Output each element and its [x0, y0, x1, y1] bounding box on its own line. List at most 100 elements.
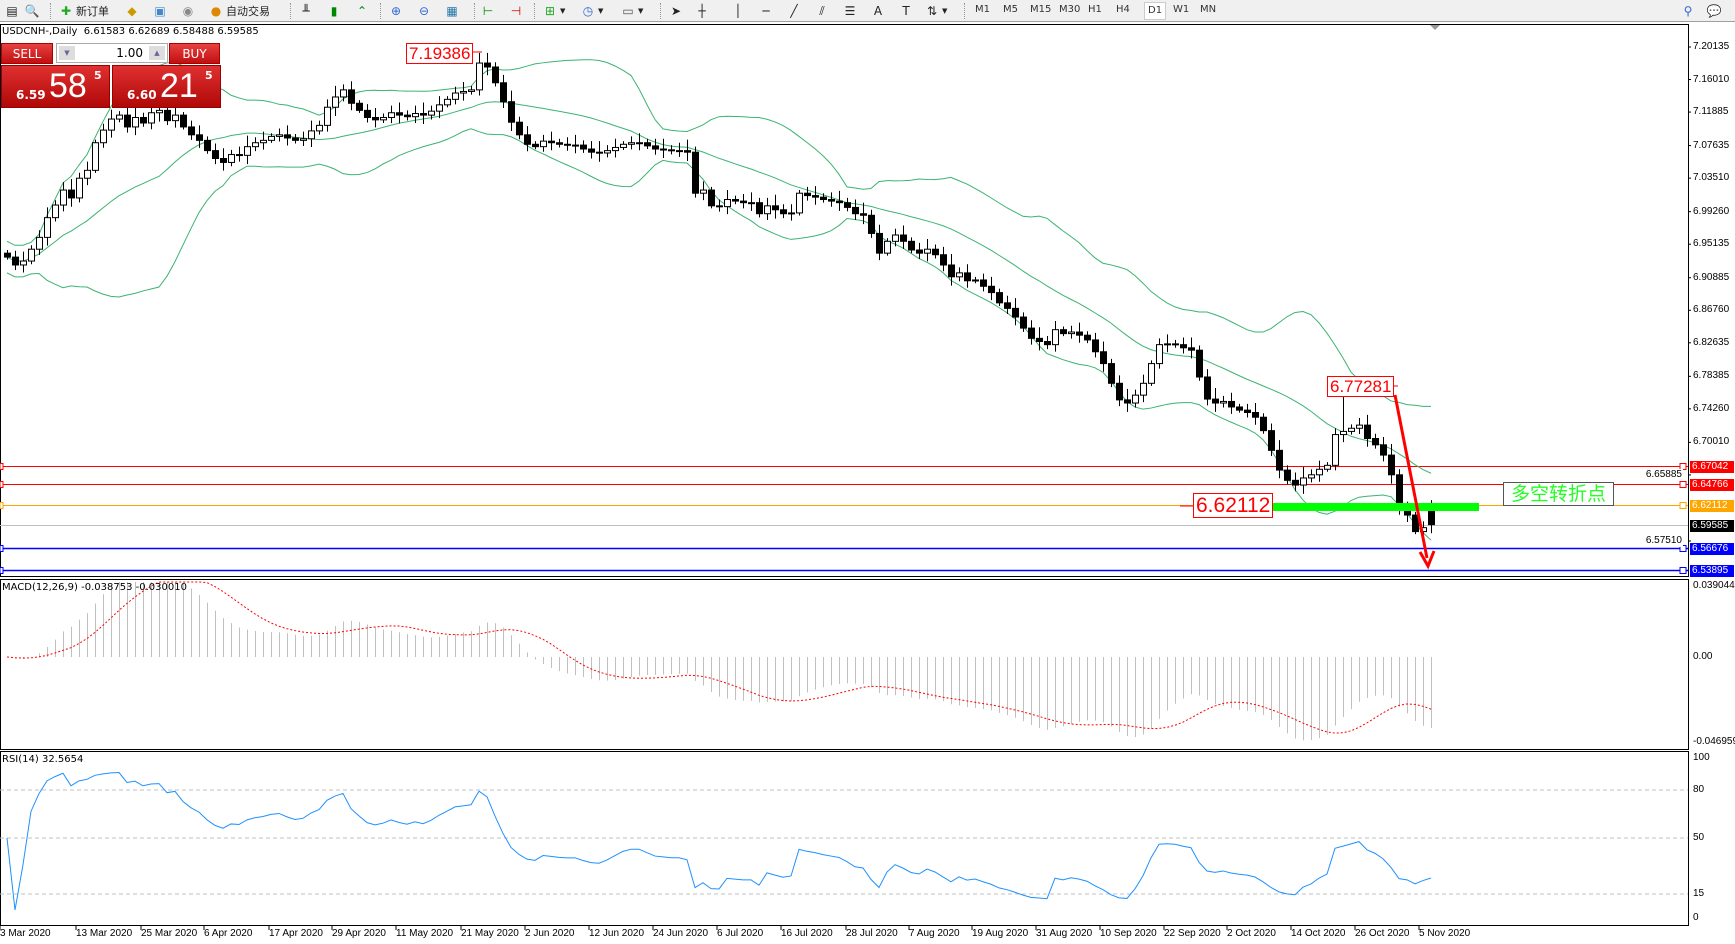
zoom-in-button[interactable]: ⊕ — [388, 2, 404, 20]
fibonacci-button[interactable]: ☰ — [842, 2, 858, 20]
candle — [1116, 375, 1123, 407]
timeframe-d1[interactable]: D1 — [1144, 2, 1167, 20]
text-button[interactable]: A — [870, 2, 886, 20]
candle-body — [1268, 430, 1275, 451]
candle — [932, 244, 939, 259]
history-button[interactable]: ◆ — [124, 2, 140, 20]
crosshair-button[interactable]: ┼ — [694, 2, 710, 20]
level-handle-icon — [1679, 545, 1687, 552]
candle — [132, 107, 139, 136]
lot-decrease-icon[interactable]: ▼ — [59, 46, 75, 60]
sell-price-button[interactable]: 6.59 58 5 — [1, 65, 110, 108]
candle-body — [964, 272, 971, 282]
timeframe-m1[interactable]: M1 — [975, 4, 990, 15]
line-chart-button[interactable]: ⌃ — [354, 2, 370, 20]
candle — [316, 120, 323, 135]
timeframe-mn[interactable]: MN — [1200, 4, 1217, 15]
chat-button[interactable]: 💬 — [1706, 2, 1722, 20]
candle — [836, 190, 843, 211]
candle-body — [604, 150, 611, 154]
arrows-button[interactable]: ⇅ ▼ — [924, 2, 947, 20]
pivot-text-label[interactable]: 多空转折点 — [1503, 482, 1614, 506]
candles — [4, 52, 1435, 537]
date-tick-label: 5 Nov 2020 — [1419, 928, 1471, 939]
candle-body — [20, 260, 27, 266]
toolbar-divider — [660, 3, 661, 19]
vertical-line-icon: │ — [734, 4, 742, 18]
date-tick-label: 19 Aug 2020 — [972, 928, 1029, 939]
lot-value[interactable]: 1.00 — [116, 46, 143, 60]
tile-windows-button[interactable]: ▦ — [444, 2, 460, 20]
timeframe-h1[interactable]: H1 — [1088, 4, 1102, 15]
price-tick-label: 6.78385 — [1693, 370, 1730, 382]
candle-body — [316, 124, 323, 132]
candle — [996, 288, 1003, 307]
candle-body — [940, 254, 947, 266]
cursor-button[interactable]: ➤ — [668, 2, 684, 20]
high-price-label[interactable]: 7.19386 — [406, 43, 474, 64]
indicators-button[interactable]: ⊞ ▼ — [542, 2, 565, 20]
candle — [36, 230, 43, 255]
terminal-button[interactable]: ▣ — [152, 2, 168, 20]
candle — [476, 52, 483, 96]
candle-body — [492, 66, 499, 84]
signals-button[interactable]: ◉ — [180, 2, 196, 20]
timeframe-m15[interactable]: M15 — [1030, 4, 1052, 15]
candle-body — [556, 142, 563, 145]
candlestick-button[interactable]: ▮ — [326, 2, 342, 20]
autoscroll-button[interactable]: ⊣ — [508, 2, 524, 20]
date-tick-label: 13 Mar 2020 — [76, 928, 133, 939]
candle-body — [348, 89, 355, 104]
candle — [404, 110, 411, 121]
timeframe-m30[interactable]: M30 — [1059, 4, 1081, 15]
channel-button[interactable]: ⫽ — [814, 2, 830, 20]
buy-button[interactable]: BUY — [169, 43, 220, 64]
periods-button[interactable]: ◷ ▼ — [580, 2, 604, 20]
lot-size-field[interactable]: ▼ 1.00 ▲ — [56, 43, 168, 63]
candle — [1204, 369, 1211, 406]
horizontal-line-icon: ─ — [762, 4, 770, 18]
search-button[interactable]: ⚲ — [1680, 2, 1696, 20]
candle — [612, 138, 619, 158]
pivot-price-label[interactable]: 6.62112 — [1193, 493, 1274, 518]
trendline-button[interactable]: ╱ — [786, 2, 802, 20]
candle — [804, 186, 811, 201]
candle — [332, 85, 339, 117]
chart-shift-button[interactable]: ⊢ — [480, 2, 496, 20]
candle — [1268, 423, 1275, 457]
new-chart-button[interactable]: ▤ — [4, 2, 20, 20]
vertical-line-button[interactable]: │ — [730, 2, 746, 20]
timeframe-w1[interactable]: W1 — [1173, 4, 1190, 15]
candle — [1276, 440, 1283, 479]
lot-increase-icon[interactable]: ▲ — [149, 46, 165, 60]
zoom-out-button[interactable]: ⊖ — [416, 2, 432, 20]
price-tick-label: 6.86760 — [1693, 304, 1730, 316]
bar-chart-button[interactable]: ╨ — [298, 2, 314, 20]
fibonacci-icon: ☰ — [844, 4, 856, 18]
date-tick-label: 24 Jun 2020 — [653, 928, 709, 939]
candle-body — [868, 214, 875, 234]
candle-body — [948, 264, 955, 278]
timeframe-h4[interactable]: H4 — [1116, 4, 1130, 15]
candle-body — [468, 89, 475, 92]
candle — [1020, 312, 1027, 332]
macd-tick-label: 0.00 — [1693, 651, 1713, 662]
profiles-button[interactable]: 🔍 — [24, 2, 40, 20]
date-tick-label: 7 Aug 2020 — [909, 928, 960, 939]
horizontal-line-button[interactable]: ─ — [758, 2, 774, 20]
rsi-tick-label: 15 — [1693, 888, 1705, 899]
bar-chart-icon: ╨ — [302, 4, 310, 18]
text-label-icon: T — [902, 4, 910, 18]
autotrading-button[interactable]: ● 自动交易 — [208, 2, 270, 20]
candle-body — [1412, 514, 1419, 533]
text-label-button[interactable]: T — [898, 2, 914, 20]
sell-button[interactable]: SELL — [1, 43, 53, 64]
swing-high-price-label[interactable]: 6.77281 — [1327, 376, 1395, 397]
timeframe-m5[interactable]: M5 — [1003, 4, 1018, 15]
templates-button[interactable]: ▭ ▼ — [620, 2, 643, 20]
candle — [100, 123, 107, 148]
down-arrow-head-icon — [1418, 550, 1436, 570]
new-order-button[interactable]: ✚ 新订单 — [58, 2, 109, 20]
buy-price-button[interactable]: 6.60 21 5 — [112, 65, 221, 108]
